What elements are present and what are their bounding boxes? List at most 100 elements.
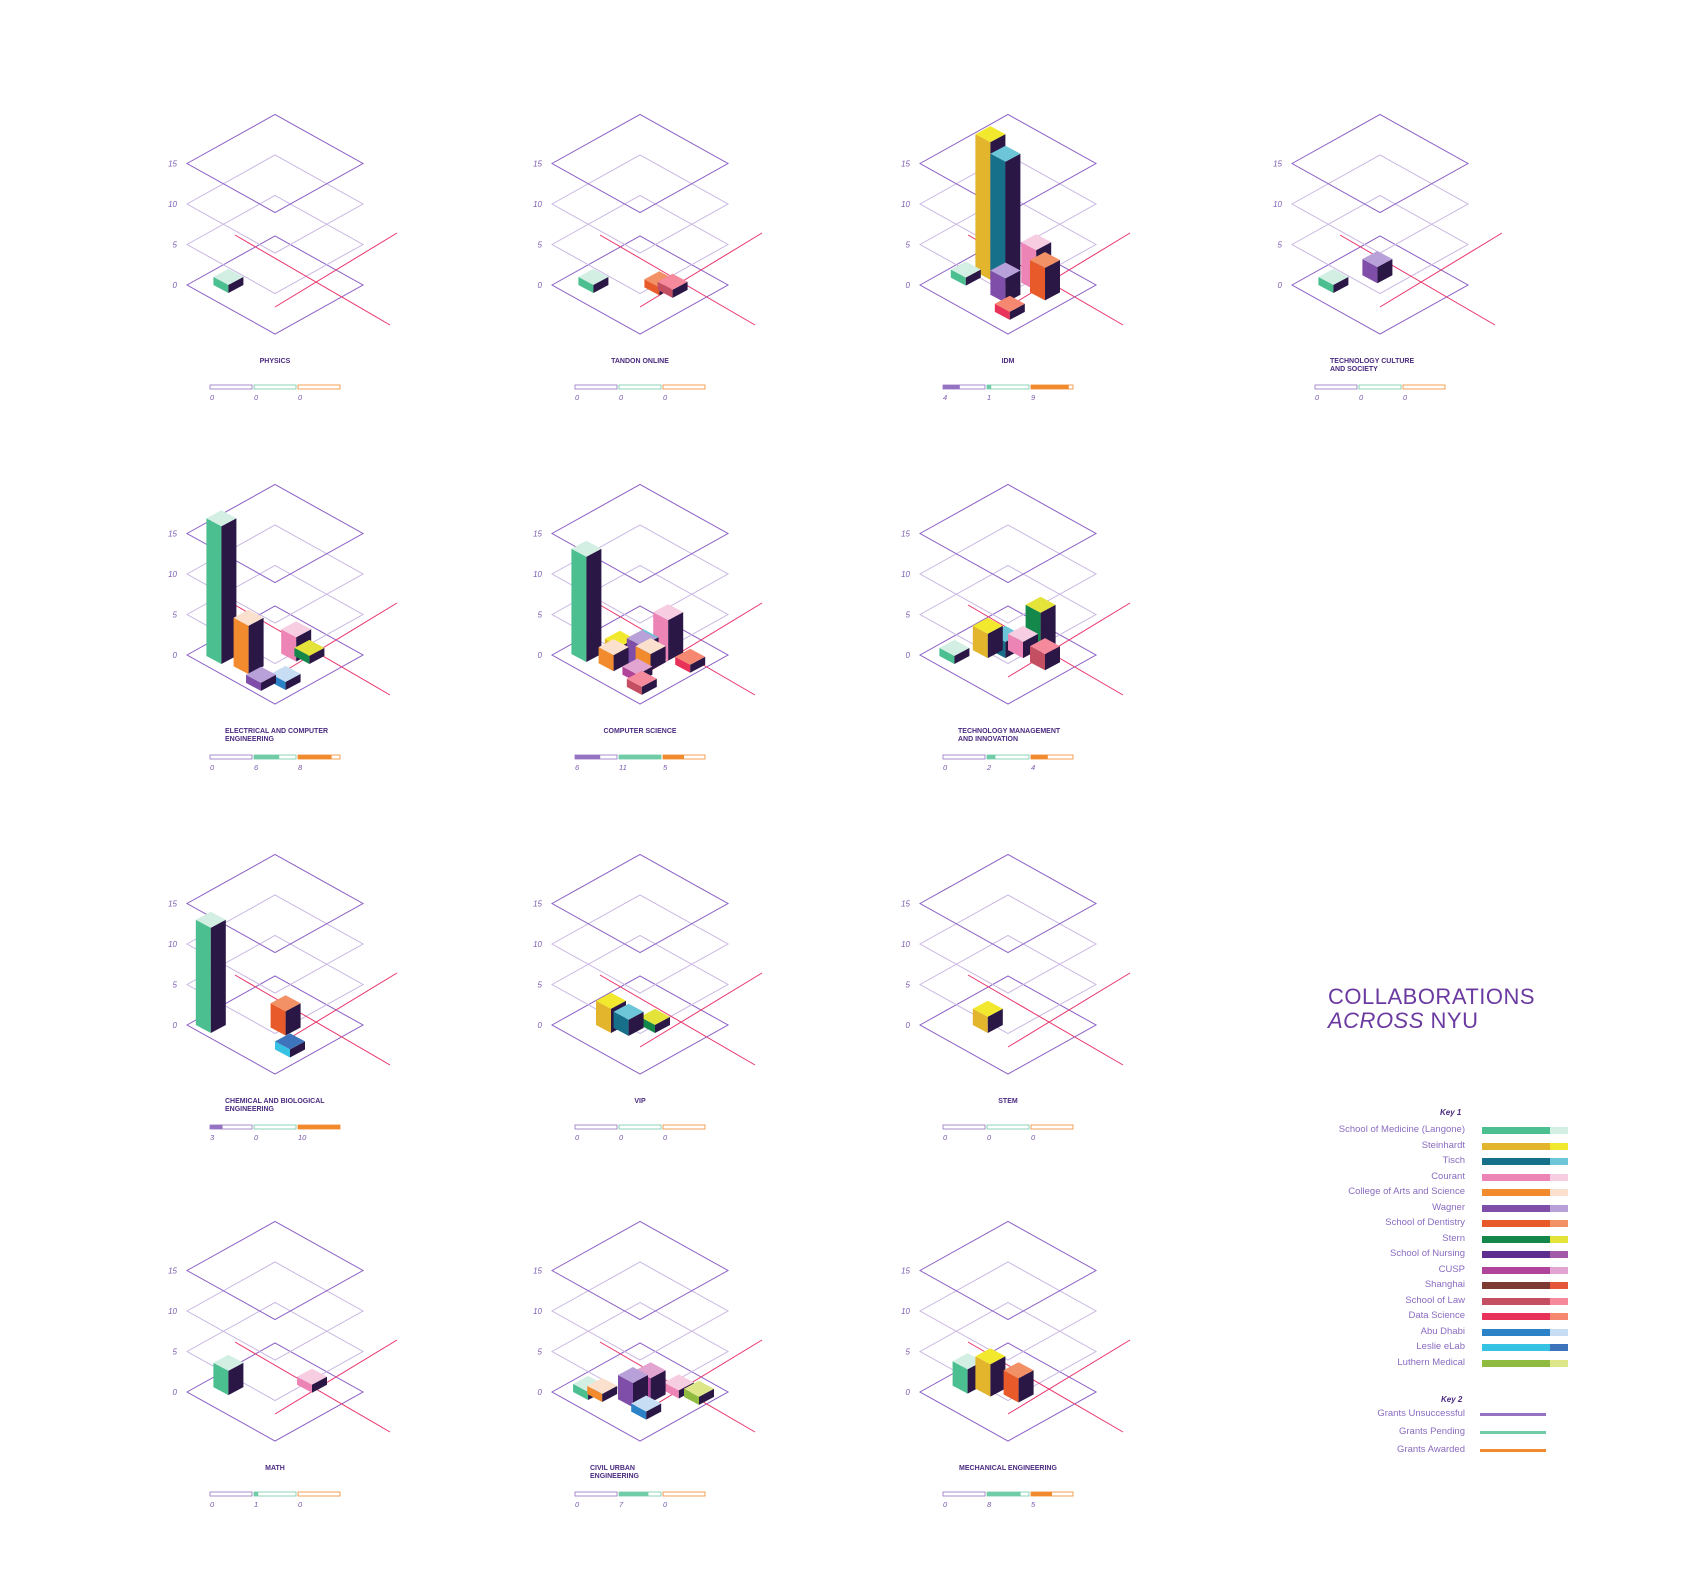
key-1-swatch-light bbox=[1550, 1297, 1568, 1305]
bar-school-of-law bbox=[1030, 638, 1060, 671]
red-axis-line bbox=[639, 232, 763, 308]
bar-top-face bbox=[626, 670, 657, 687]
bar-right-face bbox=[602, 1385, 618, 1402]
bar-right-face bbox=[954, 647, 970, 664]
bar-top-face bbox=[281, 621, 312, 638]
bar-left-face bbox=[975, 134, 991, 280]
bar-left-face bbox=[975, 1356, 991, 1397]
bar-left-face bbox=[270, 1003, 286, 1036]
key-1-swatch-light bbox=[1550, 1189, 1568, 1196]
tick-label: 5 bbox=[173, 611, 178, 620]
red-axis-line bbox=[639, 1339, 763, 1415]
key-2-title: Key 2 bbox=[1441, 1395, 1463, 1404]
bar-school-of-medicine-langone- bbox=[571, 540, 602, 662]
grant-track bbox=[1402, 384, 1446, 390]
key-1-swatch bbox=[1482, 1251, 1550, 1258]
tick-label: 10 bbox=[168, 200, 177, 209]
key-1-swatch-light bbox=[1550, 1313, 1568, 1320]
bar-top-face bbox=[939, 639, 970, 656]
tick-label: 5 bbox=[906, 1348, 911, 1357]
grant-track bbox=[209, 384, 253, 390]
tick-label: 10 bbox=[533, 570, 542, 579]
tick-label: 15 bbox=[533, 530, 542, 539]
grant-value: 0 bbox=[575, 1500, 580, 1509]
title-line-2: ACROSS NYU bbox=[1328, 1009, 1535, 1033]
tick-label: 15 bbox=[533, 160, 542, 169]
bar-top-face bbox=[1021, 234, 1052, 251]
red-axis-line bbox=[1007, 232, 1131, 308]
tick-label: 0 bbox=[1278, 281, 1283, 290]
chart-physics: 0 5 10 15 PHYSICS 0 0 0 bbox=[168, 113, 398, 402]
bar-right-face bbox=[1333, 276, 1349, 293]
bar-right-face bbox=[312, 1376, 327, 1393]
red-axis-line bbox=[274, 232, 398, 308]
bar-top-face bbox=[618, 1367, 648, 1383]
bar-left-face bbox=[1318, 276, 1334, 293]
plane-0 bbox=[1290, 235, 1470, 335]
tick-label: 15 bbox=[168, 900, 177, 909]
bar-left-face bbox=[195, 919, 211, 1033]
key-1-label: Tisch bbox=[1442, 1155, 1465, 1166]
chart-title: IDM bbox=[1002, 358, 1015, 365]
plane-5 bbox=[185, 934, 365, 1035]
key-1-swatch bbox=[1482, 1282, 1550, 1289]
grant-track bbox=[297, 1491, 341, 1497]
key-1-label: Steinhardt bbox=[1421, 1139, 1465, 1151]
chart-title: ENGINEERING bbox=[225, 736, 275, 743]
grant-track bbox=[618, 1124, 662, 1130]
bar-tisch bbox=[990, 145, 1021, 284]
bar-left-face bbox=[233, 617, 249, 675]
bar-top-face bbox=[598, 639, 629, 656]
key-1-label: School of Law bbox=[1405, 1294, 1465, 1306]
red-axis-line bbox=[599, 974, 756, 1066]
key-1-label: School of Nursing bbox=[1390, 1248, 1465, 1259]
grant-fill bbox=[1031, 755, 1048, 759]
key-1-swatch-light bbox=[1550, 1235, 1568, 1243]
bar-right-face bbox=[261, 674, 276, 691]
bar-left-face bbox=[950, 269, 966, 286]
bar-top-face bbox=[233, 609, 264, 626]
bar-left-face bbox=[663, 1382, 679, 1399]
grant-value: 0 bbox=[254, 1133, 259, 1142]
grant-track bbox=[986, 1124, 1030, 1130]
tick-label: 5 bbox=[906, 241, 911, 250]
grant-value: 0 bbox=[254, 393, 259, 402]
bar-top-face bbox=[994, 295, 1025, 312]
bar-top-face bbox=[663, 1374, 694, 1391]
tick-label: 15 bbox=[168, 1267, 177, 1276]
key-1-swatch-light bbox=[1550, 1127, 1568, 1134]
grant-value: 9 bbox=[1031, 393, 1036, 402]
plane-0 bbox=[550, 235, 730, 335]
bar-right-face bbox=[1005, 270, 1021, 303]
grant-fill bbox=[987, 1492, 1021, 1496]
chart-title: CIVIL URBAN bbox=[590, 1465, 635, 1472]
bar-top-face bbox=[972, 617, 1003, 634]
bar-left-face bbox=[640, 1016, 655, 1033]
red-axis-line bbox=[1007, 602, 1131, 678]
bar-left-face bbox=[613, 1011, 629, 1036]
chart-idm: 0 5 10 15 IDM 4 1 9 bbox=[901, 113, 1131, 402]
grant-value: 0 bbox=[575, 1133, 580, 1142]
grant-value: 0 bbox=[663, 1133, 668, 1142]
bar-left-face bbox=[281, 629, 297, 662]
bar-top-face bbox=[990, 262, 1021, 279]
grant-value: 0 bbox=[663, 393, 668, 402]
bar-top-face bbox=[950, 261, 981, 278]
grant-value: 0 bbox=[619, 1133, 624, 1142]
bar-school-of-medicine-langone- bbox=[195, 911, 226, 1033]
grant-track bbox=[253, 384, 297, 390]
plane-10 bbox=[918, 524, 1098, 624]
bar-top-face bbox=[1003, 1362, 1034, 1379]
grant-value: 11 bbox=[619, 763, 627, 772]
key-1-swatch-light bbox=[1550, 1173, 1568, 1181]
chart-title: COMPUTER SCIENCE bbox=[603, 728, 676, 735]
grant-fill bbox=[575, 755, 601, 759]
bar-college-of-arts-and-science bbox=[587, 1377, 618, 1402]
grant-value: 0 bbox=[619, 393, 624, 402]
grant-value: 0 bbox=[987, 1133, 992, 1142]
chart-title: TECHNOLOGY CULTURE bbox=[1330, 358, 1414, 365]
grant-value: 0 bbox=[663, 1500, 668, 1509]
chart-title: ENGINEERING bbox=[225, 1106, 275, 1113]
bar-left-face bbox=[990, 153, 1006, 284]
chart-computer-science: 0 5 10 15 COMPUTER SCIENCE 6 11 5 bbox=[533, 483, 763, 772]
